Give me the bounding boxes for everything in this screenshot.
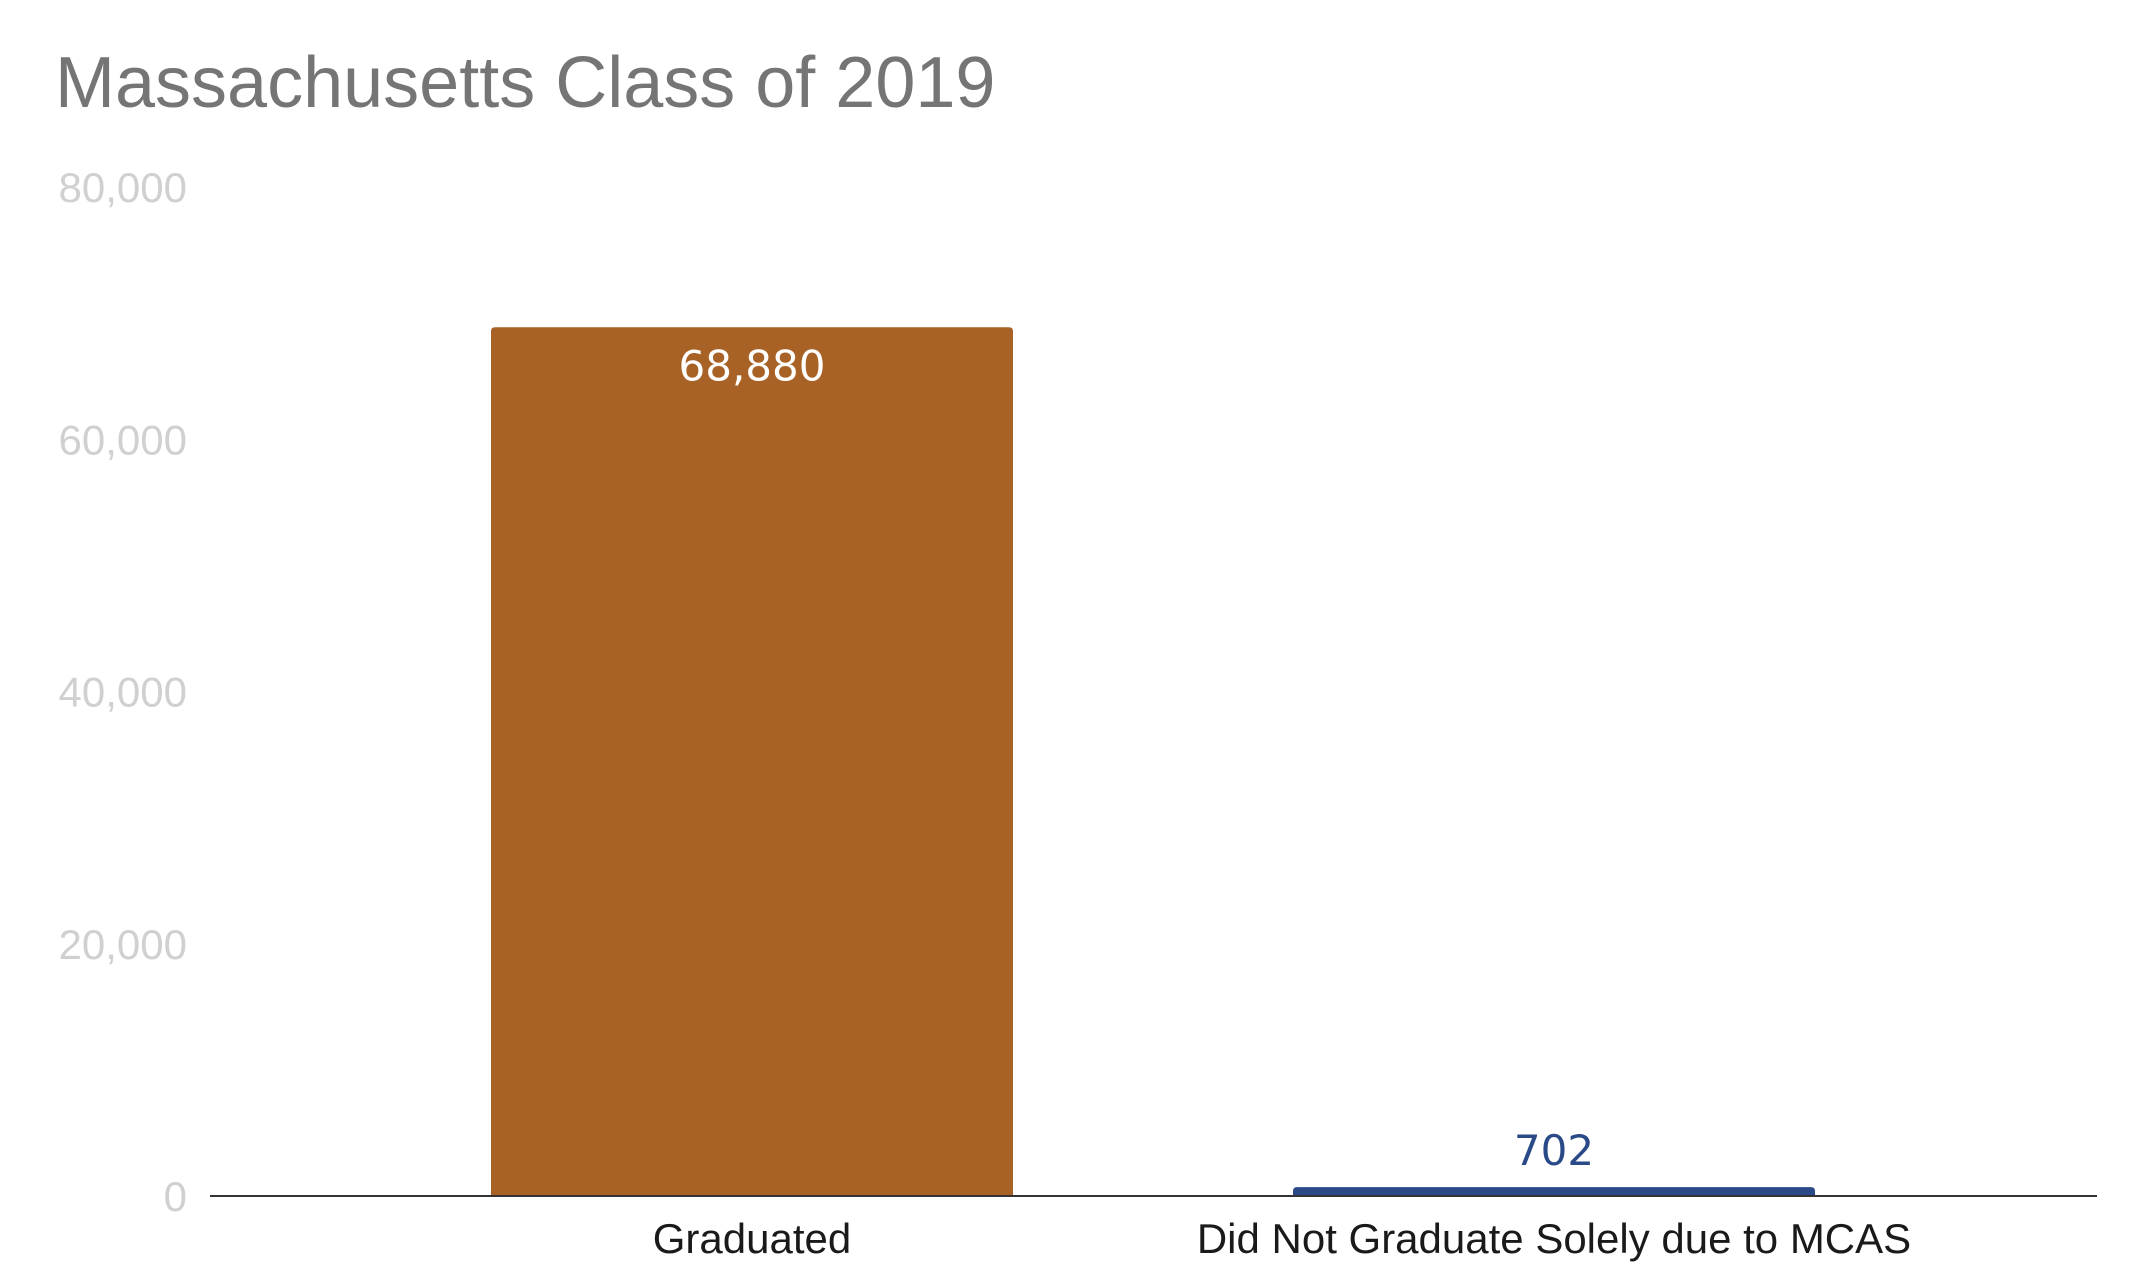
data-label: 68,880 — [679, 341, 826, 390]
y-tick-label: 60,000 — [59, 416, 187, 463]
bars-group — [491, 327, 1815, 1197]
y-axis-tick-labels: 0 20,000 40,000 60,000 80,000 — [59, 164, 187, 1220]
y-tick-label: 0 — [164, 1173, 187, 1220]
x-category-label: Did Not Graduate Solely due to MCAS — [1197, 1215, 1911, 1262]
bar-did-not-graduate-solely-due-to-mcas — [1293, 1187, 1815, 1196]
y-tick-label: 80,000 — [59, 164, 187, 211]
x-category-label: Graduated — [653, 1215, 851, 1262]
data-labels-group: 68,880 702 — [679, 341, 1595, 1175]
chart-title: Massachusetts Class of 2019 — [55, 43, 995, 123]
y-tick-label: 20,000 — [59, 921, 187, 968]
x-axis-category-labels: Graduated Did Not Graduate Solely due to … — [653, 1215, 1911, 1262]
data-label: 702 — [1514, 1126, 1594, 1175]
bar-graduated — [491, 327, 1013, 1197]
y-tick-label: 40,000 — [59, 669, 187, 716]
